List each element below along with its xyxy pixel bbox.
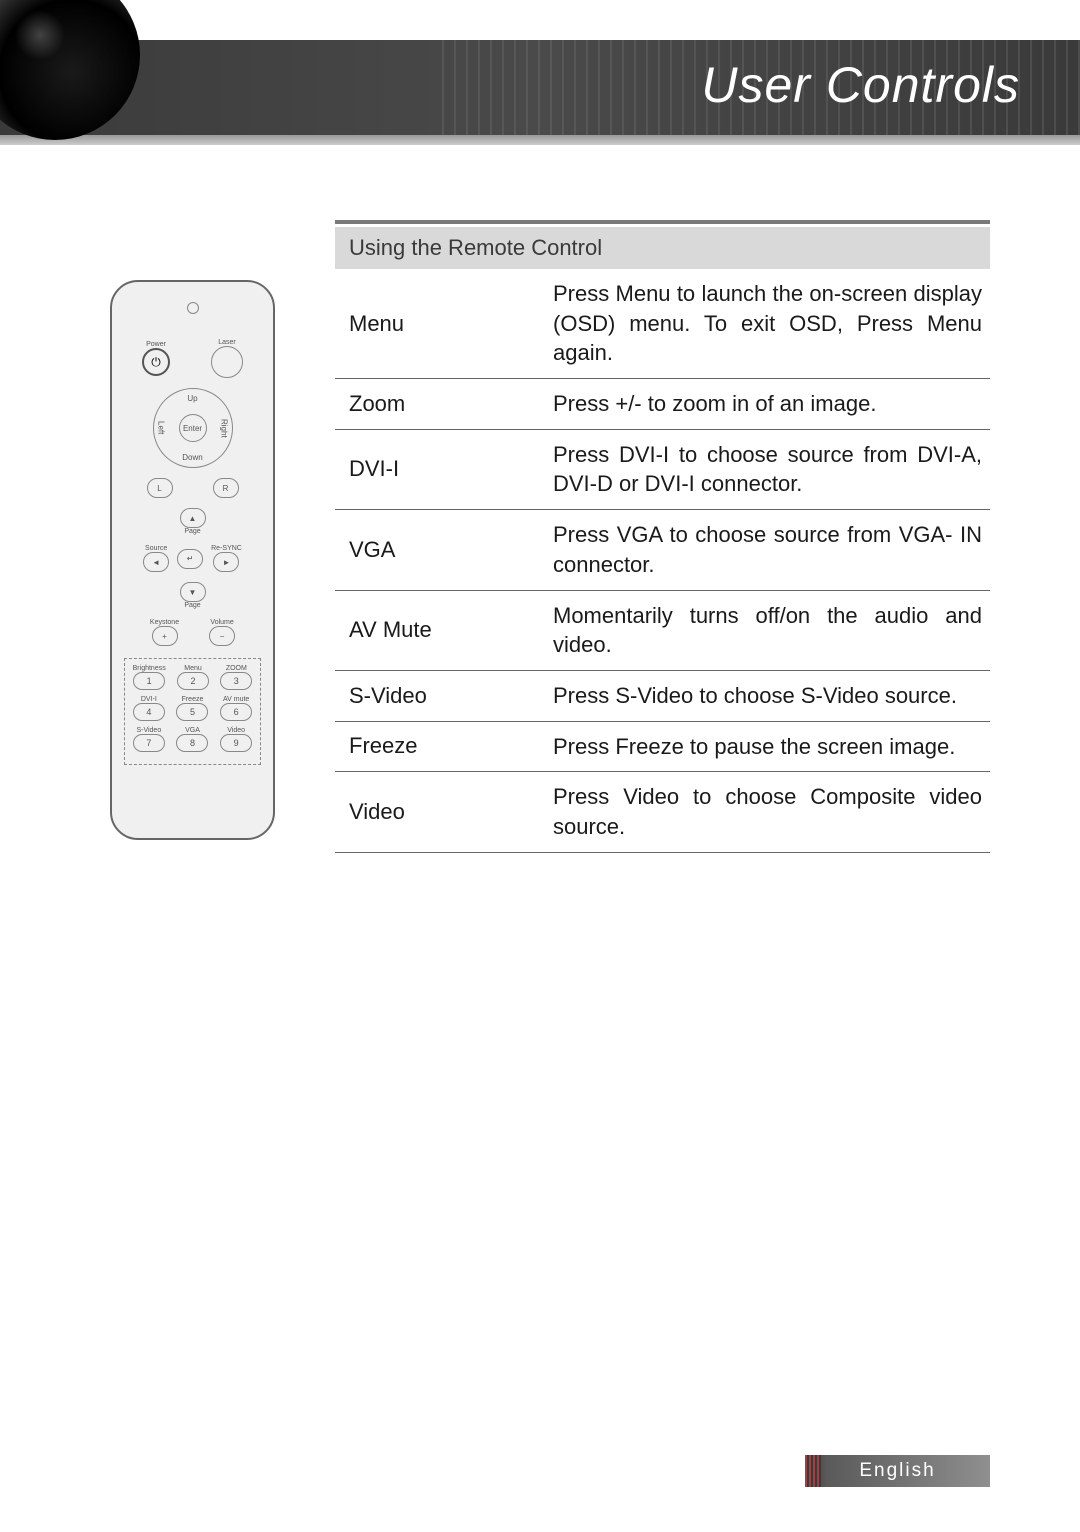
l-button-icon: L <box>147 478 173 498</box>
keystone-label: Keystone <box>150 619 179 626</box>
function-description-cell: Press +/- to zoom in of an image. <box>545 379 990 430</box>
num5-label: Freeze <box>182 696 204 703</box>
function-description-cell: Press DVI-I to choose source from DVI-A,… <box>545 429 990 509</box>
dpad-enter-icon: Enter <box>179 414 207 442</box>
table-row: MenuPress Menu to launch the on-screen d… <box>335 269 990 379</box>
footer-language-text: English <box>859 1460 935 1482</box>
header-band: User Controls <box>0 0 1080 145</box>
source-button-icon: ◄ <box>143 552 169 572</box>
num9-label: Video <box>227 727 245 734</box>
num6-button-icon: 6 <box>220 703 252 721</box>
num2-label: Menu <box>184 665 202 672</box>
function-description-cell: Press Menu to launch the on-screen displ… <box>545 269 990 379</box>
dpad-down-label: Down <box>182 453 202 462</box>
num2-button-icon: 2 <box>177 672 209 690</box>
header-main-band: User Controls <box>0 40 1080 135</box>
function-description-cell: Press VGA to choose source from VGA- IN … <box>545 510 990 590</box>
num1-button-icon: 1 <box>133 672 165 690</box>
function-name-cell: S-Video <box>335 670 545 721</box>
pagedown-button-icon: ▼ <box>180 582 206 602</box>
num8-button-icon: 8 <box>176 734 208 752</box>
page-title: User Controls <box>701 56 1020 114</box>
dpad-icon: Up Down Left Right Enter <box>153 388 233 468</box>
section-header-bar <box>335 220 990 224</box>
controls-table: MenuPress Menu to launch the on-screen d… <box>335 269 990 853</box>
header-bottom-divider <box>0 135 1080 145</box>
footer-badge-stripe-icon <box>805 1455 821 1487</box>
table-row: S-VideoPress S-Video to choose S-Video s… <box>335 670 990 721</box>
pageup-button-icon: ▲ <box>180 508 206 528</box>
num4-label: DVI-I <box>141 696 157 703</box>
laser-button-icon <box>211 346 243 378</box>
power-label: Power <box>146 341 166 348</box>
table-row: VGAPress VGA to choose source from VGA- … <box>335 510 990 590</box>
controls-table-section: Using the Remote Control MenuPress Menu … <box>335 220 990 853</box>
remote-number-grid: Brightness1 Menu2 ZOOM3 DVI-I4 Freeze5 A… <box>124 658 261 765</box>
function-name-cell: AV Mute <box>335 590 545 670</box>
num6-label: AV mute <box>223 696 249 703</box>
table-row: ZoomPress +/- to zoom in of an image. <box>335 379 990 430</box>
num8-label: VGA <box>185 727 200 734</box>
resync-button-icon: ► <box>213 552 239 572</box>
section-heading: Using the Remote Control <box>335 227 990 269</box>
num9-button-icon: 9 <box>220 734 252 752</box>
function-name-cell: DVI-I <box>335 429 545 509</box>
r-button-icon: R <box>213 478 239 498</box>
function-name-cell: Freeze <box>335 721 545 772</box>
num7-label: S-Video <box>136 727 161 734</box>
num7-button-icon: 7 <box>133 734 165 752</box>
num1-label: Brightness <box>133 665 166 672</box>
enter-button-icon: ↵ <box>177 549 203 569</box>
num3-button-icon: 3 <box>220 672 252 690</box>
power-button-icon: ⏻ <box>142 348 170 376</box>
function-description-cell: Press S-Video to choose S-Video source. <box>545 670 990 721</box>
laser-label: Laser <box>218 339 236 346</box>
pageup-label: Page <box>184 528 200 535</box>
table-row: AV MuteMomentarily turns off/on the audi… <box>335 590 990 670</box>
volume-label: Volume <box>210 619 233 626</box>
dpad-up-label: Up <box>187 394 197 403</box>
table-row: DVI-IPress DVI-I to choose source from D… <box>335 429 990 509</box>
footer-language-badge: English <box>805 1455 990 1487</box>
keystone-plus-icon: + <box>152 626 178 646</box>
table-row: FreezePress Freeze to pause the screen i… <box>335 721 990 772</box>
remote-control-figure: Power ⏻ Laser Up Down Left Right Enter L… <box>110 280 275 840</box>
function-description-cell: Press Freeze to pause the screen image. <box>545 721 990 772</box>
num5-button-icon: 5 <box>176 703 208 721</box>
function-description-cell: Press Video to choose Composite video so… <box>545 772 990 852</box>
table-row: VideoPress Video to choose Composite vid… <box>335 772 990 852</box>
pagedown-label: Page <box>184 602 200 609</box>
function-description-cell: Momentarily turns off/on the audio and v… <box>545 590 990 670</box>
dpad-left-label: Left <box>157 421 166 434</box>
function-name-cell: Zoom <box>335 379 545 430</box>
header-top-space <box>0 0 1080 40</box>
source-label: Source <box>145 545 167 552</box>
num3-label: ZOOM <box>226 665 247 672</box>
resync-label: Re-SYNC <box>211 545 242 552</box>
function-name-cell: VGA <box>335 510 545 590</box>
volume-minus-icon: − <box>209 626 235 646</box>
remote-indicator-led <box>187 302 199 314</box>
dpad-right-label: Right <box>220 419 229 438</box>
function-name-cell: Menu <box>335 269 545 379</box>
function-name-cell: Video <box>335 772 545 852</box>
num4-button-icon: 4 <box>133 703 165 721</box>
